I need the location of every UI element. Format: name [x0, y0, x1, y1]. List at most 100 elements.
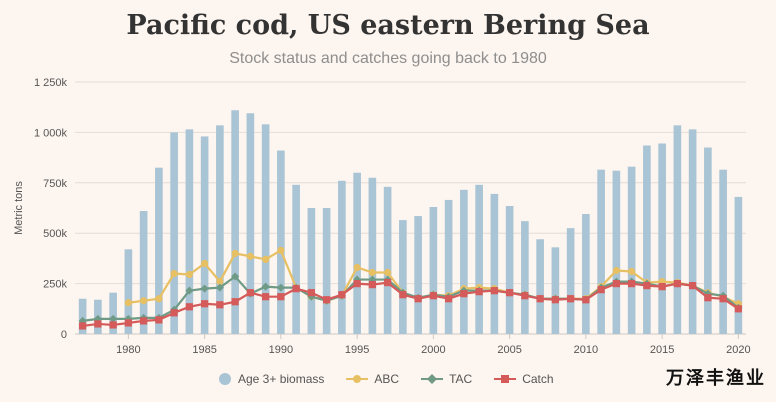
bar-biomass	[261, 124, 270, 334]
legend-swatch-catch	[494, 375, 517, 383]
point-abc	[277, 246, 285, 254]
point-catch	[643, 282, 651, 290]
x-tick-label: 2005	[497, 344, 521, 356]
point-catch	[201, 300, 209, 308]
bar-biomass	[383, 186, 392, 334]
bar-biomass	[429, 206, 438, 334]
legend-item-tac[interactable]: TAC	[421, 372, 472, 386]
point-tac	[231, 272, 240, 281]
x-tick-label: 2000	[421, 344, 445, 356]
point-catch	[307, 289, 315, 297]
legend-label-tac: TAC	[449, 372, 473, 386]
bar-biomass	[414, 216, 422, 334]
point-catch	[475, 288, 483, 296]
bar-biomass	[597, 169, 605, 334]
point-catch	[628, 280, 636, 288]
point-tac	[215, 283, 224, 292]
bar-biomass	[399, 220, 407, 334]
point-catch	[445, 295, 453, 303]
point-catch	[323, 296, 331, 304]
y-tick-label: 1 250k	[34, 77, 68, 89]
bar-biomass	[460, 189, 468, 334]
bar-biomass	[139, 211, 148, 334]
point-catch	[170, 309, 178, 317]
bar-biomass	[490, 193, 499, 334]
point-abc	[246, 252, 254, 260]
bar-biomass	[719, 169, 727, 334]
bar-biomass	[322, 208, 331, 334]
bar-biomass	[246, 113, 255, 334]
bar-biomass	[78, 298, 87, 334]
chart-legend: Age 3+ biomass ABC TAC Catch	[218, 370, 576, 388]
point-catch	[490, 287, 498, 295]
bar-biomass	[277, 150, 285, 334]
bar-biomass	[170, 132, 178, 334]
point-catch	[689, 282, 697, 290]
point-tac	[200, 284, 209, 293]
bar-biomass	[185, 129, 194, 334]
legend-item-catch[interactable]: Catch	[494, 372, 554, 386]
point-tac	[109, 314, 118, 323]
bar-biomass	[612, 170, 621, 334]
bar-biomass	[307, 208, 316, 334]
legend-swatch-abc	[346, 375, 369, 383]
bar-biomass	[521, 221, 529, 334]
chart-title: Pacific cod, US eastern Bering Sea	[126, 10, 650, 41]
legend-item-biomass[interactable]: Age 3+ biomass	[218, 372, 324, 386]
point-tac	[261, 282, 270, 291]
legend-label-catch: Catch	[522, 372, 554, 386]
point-abc	[140, 297, 148, 305]
point-catch	[673, 280, 681, 288]
bar-biomass	[734, 196, 743, 334]
point-catch	[216, 301, 224, 309]
bar-biomass	[505, 205, 514, 334]
bar-biomass	[704, 147, 712, 334]
y-axis-title: Metric tons	[13, 181, 25, 235]
point-abc	[262, 255, 270, 264]
x-tick-label: 1990	[269, 344, 293, 356]
bar-biomass	[353, 172, 361, 334]
legend-item-abc[interactable]: ABC	[346, 372, 399, 386]
bar-biomass	[551, 247, 560, 334]
point-catch	[460, 290, 468, 298]
bar-biomass	[475, 184, 483, 334]
bar-biomass	[536, 239, 544, 334]
chart-subtitle: Stock status and catches going back to 1…	[229, 50, 547, 67]
point-abc	[216, 277, 224, 286]
point-abc	[201, 259, 209, 268]
point-catch	[94, 320, 102, 328]
point-catch	[536, 295, 544, 303]
point-catch	[597, 286, 605, 294]
y-tick-label: 250k	[43, 279, 67, 291]
point-catch	[551, 296, 559, 304]
point-catch	[521, 292, 529, 300]
point-catch	[734, 305, 742, 313]
point-catch	[429, 292, 437, 300]
point-catch	[109, 321, 117, 329]
point-catch	[262, 293, 270, 301]
point-catch	[719, 295, 727, 303]
bar-biomass	[155, 167, 163, 334]
legend-swatch-tac	[421, 374, 444, 384]
y-tick-label: 1 000k	[34, 127, 68, 139]
bar-biomass	[673, 125, 682, 335]
x-tick-label: 2015	[650, 344, 674, 356]
bar-biomass	[338, 180, 346, 334]
y-tick-label: 750k	[43, 178, 67, 190]
point-catch	[231, 298, 239, 306]
point-abc	[353, 263, 361, 272]
point-catch	[292, 285, 300, 293]
point-abc	[170, 269, 178, 278]
point-catch	[277, 293, 285, 301]
point-abc	[628, 267, 636, 276]
bar-biomass	[124, 249, 133, 334]
bar-biomass	[216, 125, 224, 335]
point-abc	[185, 270, 193, 279]
point-catch	[658, 283, 666, 291]
point-catch	[567, 295, 575, 303]
legend-swatch-biomass	[219, 373, 231, 385]
bar-biomass	[444, 199, 453, 334]
point-catch	[582, 296, 590, 304]
point-catch	[124, 319, 132, 327]
